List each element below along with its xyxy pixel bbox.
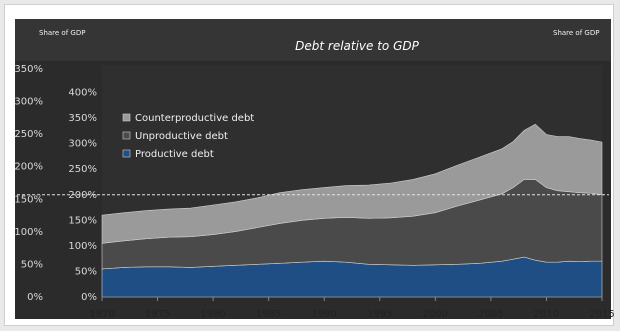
right-axis-header: Share of GDP (553, 29, 599, 37)
legend-label: Unproductive debt (135, 131, 228, 142)
x-axis: 1970 1975 1980 1985 1990 1995 2000 2005 2010 2015 (89, 296, 615, 320)
x-tick-label: 2015 (589, 309, 614, 320)
y-axis-inner: 0% 50% 100% 150% 200% 250% 300% 350% 400% (17, 88, 609, 303)
legend-label: Counterproductive debt (135, 113, 254, 124)
y-tick-inner-label: 300% (68, 139, 97, 150)
y-tick-inner-label: 250% (68, 164, 97, 175)
y-tick-outer-label: 0% (27, 292, 43, 303)
legend-swatch (122, 149, 131, 158)
y-tick-inner-label: 150% (68, 215, 97, 226)
header-band (15, 19, 611, 61)
y-tick-outer-label: 50% (21, 259, 43, 270)
x-tick-label: 1985 (256, 309, 281, 320)
debt-chart: Share of GDP Share of GDP Debt relative … (14, 19, 615, 320)
legend-label: Productive debt (135, 149, 214, 160)
y-tick-inner-label: 100% (68, 241, 97, 252)
legend-swatch (122, 113, 131, 122)
x-tick-label: 1975 (145, 309, 170, 320)
y-tick-outer-label: 250% (14, 129, 43, 140)
left-axis-header: Share of GDP (39, 29, 85, 37)
x-tick-label: 1980 (200, 309, 225, 320)
y-tick-inner-label: 350% (68, 113, 97, 124)
y-tick-outer-label: 300% (14, 97, 43, 108)
chart-title: Debt relative to GDP (295, 39, 420, 53)
y-tick-outer-label: 100% (14, 227, 43, 238)
x-tick-label: 1970 (89, 309, 114, 320)
y-tick-outer-label: 350% (14, 64, 43, 75)
x-tick-label: 2010 (534, 309, 559, 320)
y-tick-outer-label: 150% (14, 194, 43, 205)
y-tick-outer-label: 200% (14, 162, 43, 173)
y-axis-outer: 0% 50% 100% 150% 200% 250% 300% 350% (14, 64, 43, 303)
x-tick-label: 2005 (478, 309, 503, 320)
y-tick-inner-label: 50% (75, 266, 97, 277)
x-tick-label: 1990 (311, 309, 336, 320)
legend-swatch (122, 131, 131, 140)
x-tick-label: 2000 (423, 309, 448, 320)
legend: Counterproductive debt Unproductive debt P… (122, 113, 254, 160)
y-tick-inner-label: 400% (68, 88, 97, 99)
x-tick-label: 1995 (367, 309, 392, 320)
chart-frame: Share of GDP Share of GDP Debt relative … (4, 4, 615, 326)
y-tick-inner-label: 0% (81, 292, 97, 303)
